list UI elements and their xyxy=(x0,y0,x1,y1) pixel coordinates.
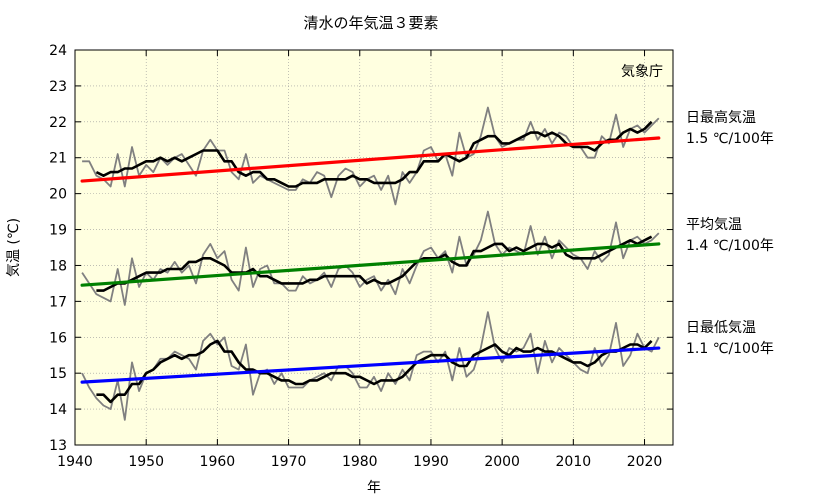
y-tick-label: 20 xyxy=(49,187,67,203)
y-tick-label: 17 xyxy=(49,294,67,310)
trend-rate-label: 1.4 ℃/100年 xyxy=(686,238,774,254)
x-axis-label: 年 xyxy=(367,480,381,496)
y-axis-label: 気温 (℃) xyxy=(6,218,22,277)
y-tick-label: 16 xyxy=(49,330,67,346)
y-tick-label: 22 xyxy=(49,115,67,131)
trend-line-0 xyxy=(80,136,661,183)
plot-area xyxy=(75,50,673,445)
plot-frame xyxy=(74,49,674,446)
trend-rate-label: 1.1 ℃/100年 xyxy=(686,341,774,357)
series-name-label: 日最高気温 xyxy=(686,109,756,126)
axis-ticks: 13 14 15 16 17 18 19 20 21 22 23 24 1940 1950 1960 1970… xyxy=(49,43,673,470)
chart-title: 清水の年気温３要素 xyxy=(303,14,438,32)
trend-line-1 xyxy=(80,242,661,287)
moving-average-line-0 xyxy=(95,120,653,188)
y-tick-label: 19 xyxy=(49,223,67,239)
annual-line-0 xyxy=(82,106,660,206)
x-tick-label: 1970 xyxy=(271,454,307,470)
series-name-label: 平均気温 xyxy=(686,217,742,233)
annual-line-1 xyxy=(81,210,660,306)
series-name-label: 日最低気温 xyxy=(686,320,756,336)
y-tick-label: 21 xyxy=(49,151,67,167)
y-tick-label: 23 xyxy=(49,79,67,95)
y-tick-label: 14 xyxy=(49,402,67,418)
source-label: 気象庁 xyxy=(621,64,663,80)
x-tick-label: 1990 xyxy=(413,454,449,470)
y-tick-label: 18 xyxy=(49,258,67,274)
trend-rate-label: 1.5 ℃/100年 xyxy=(686,131,774,147)
moving-average-line-1 xyxy=(96,235,653,292)
x-tick-label: 1940 xyxy=(57,454,93,470)
gridlines xyxy=(75,50,673,445)
y-tick-label: 24 xyxy=(49,43,67,59)
y-tick-label: 13 xyxy=(49,438,67,454)
x-tick-label: 2020 xyxy=(627,454,663,470)
trend-line-2 xyxy=(80,346,661,384)
x-tick-label: 2000 xyxy=(484,454,520,470)
y-tick-label: 15 xyxy=(49,366,67,382)
series-layer xyxy=(80,106,661,421)
x-tick-label: 1980 xyxy=(342,454,378,470)
x-tick-label: 1950 xyxy=(128,454,164,470)
x-tick-label: 2010 xyxy=(556,454,592,470)
x-tick-label: 1960 xyxy=(200,454,236,470)
